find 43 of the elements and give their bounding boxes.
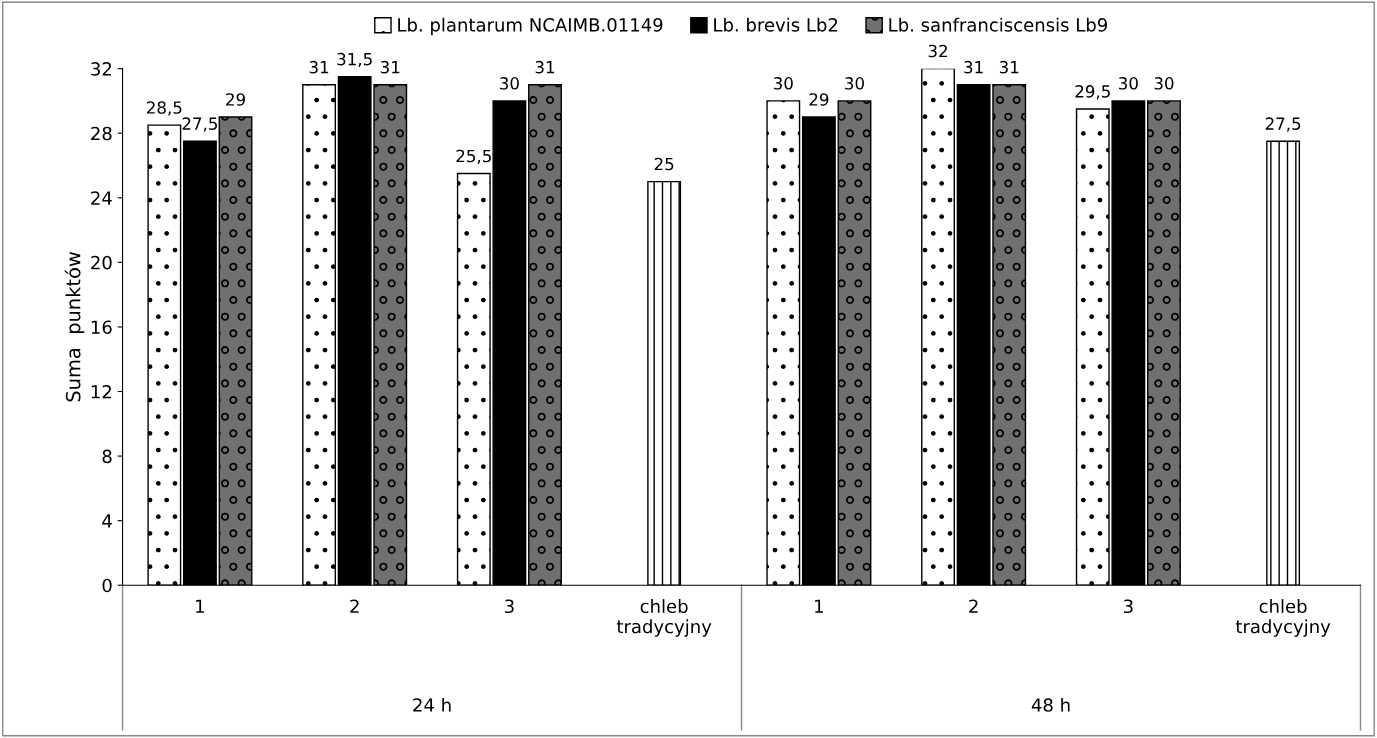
data-label: 28,5 <box>147 101 182 116</box>
data-label: 30 <box>1154 77 1174 90</box>
x-tick-label: 3 <box>1124 599 1133 614</box>
y-tick-label: 12 <box>91 384 112 399</box>
data-label: 31 <box>535 60 555 74</box>
y-tick-label: 32 <box>91 62 112 76</box>
y-axis-title: Suma punktów <box>64 251 85 402</box>
data-label: 30 <box>1119 77 1138 90</box>
text: 48 h <box>1031 697 1070 712</box>
y-tick-label: 24 <box>91 191 112 205</box>
y-tick-label: 16 <box>91 320 112 335</box>
x-tick-label: 3 <box>505 599 514 614</box>
y-tick-label: 4 <box>102 514 112 528</box>
data-label: 32 <box>928 44 947 58</box>
legend-label: Lb. plantarum NCAIMB.01149 <box>398 17 663 36</box>
x-tick-label: chleb tradycyjny <box>616 599 712 637</box>
data-label: 29 <box>226 93 245 106</box>
data-label: 25,5 <box>456 149 491 164</box>
x-tick-label: 1 <box>815 599 823 613</box>
legend-label: Lb. brevis Lb2 <box>714 17 838 32</box>
y-tick-label: 28 <box>91 126 112 141</box>
data-label: 30 <box>500 77 519 90</box>
x-tick-label: chleb tradycyjny <box>1235 599 1331 637</box>
y-tick-label: 20 <box>91 255 112 270</box>
y-tick-label: 8 <box>102 449 112 464</box>
data-label: 30 <box>773 77 793 90</box>
data-label: 29,5 <box>1075 85 1110 100</box>
data-label: 25 <box>654 157 674 171</box>
data-label: 31 <box>999 60 1019 74</box>
text: 24 h <box>413 697 451 712</box>
x-tick-label: 2 <box>969 599 978 613</box>
data-label: 31 <box>380 60 400 74</box>
data-label: 30 <box>845 77 864 90</box>
data-label: 27,5 <box>1265 117 1301 132</box>
y-tick-label: 0 <box>102 578 112 593</box>
data-label: 31,5 <box>337 52 372 68</box>
x-tick-label: 2 <box>350 599 359 613</box>
legend-label: Lb. sanfranciscensis Lb9 <box>889 17 1107 32</box>
data-label: 27,5 <box>182 117 218 132</box>
data-label: 29 <box>809 93 829 106</box>
x-tick-label: 1 <box>196 599 204 613</box>
data-label: 31 <box>309 60 329 74</box>
data-label: 31 <box>964 60 983 74</box>
